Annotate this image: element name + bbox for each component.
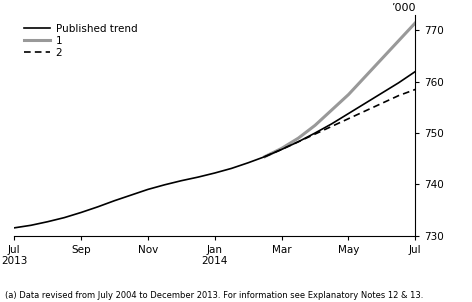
Text: (a) Data revised from July 2004 to December 2013. For information see Explanator: (a) Data revised from July 2004 to Decem… [5,291,423,300]
Legend: Published trend, 1, 2: Published trend, 1, 2 [20,19,142,62]
Text: ’000: ’000 [391,3,415,13]
